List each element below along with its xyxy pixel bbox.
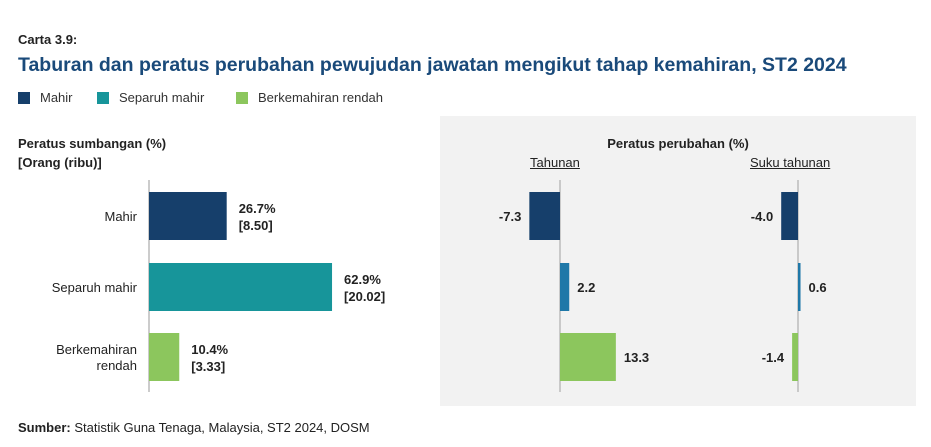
data-label: 13.3 (624, 350, 649, 365)
bar-1 (149, 263, 333, 311)
legend-item-separuh-mahir: Separuh mahir (97, 90, 204, 105)
source-note: Sumber: Statistik Guna Tenaga, Malaysia,… (18, 420, 370, 435)
legend-swatch (236, 91, 248, 104)
data-label: -4.0 (751, 209, 773, 224)
legend-label: Berkemahiran rendah (258, 90, 384, 105)
bar-1 (798, 263, 801, 311)
data-label: 10.4% (191, 342, 228, 357)
legend-item-mahir: Mahir (18, 90, 73, 105)
bar-0 (149, 192, 227, 240)
chart-title: Taburan dan peratus perubahan pewujudan … (18, 54, 847, 76)
bar-0 (529, 192, 560, 240)
bar-2 (792, 333, 798, 381)
bar-0 (781, 192, 798, 240)
bar-2 (560, 333, 616, 381)
category-label: Mahir (104, 209, 137, 224)
data-label: 26.7% (239, 201, 276, 216)
left-chart-subtitle: [Orang (ribu)] (18, 155, 102, 170)
category-label: rendah (97, 358, 137, 373)
chart-number: Carta 3.9: (18, 32, 78, 47)
data-label: 2.2 (577, 280, 595, 295)
people-label: [20.02] (344, 289, 385, 304)
category-label: Separuh mahir (52, 280, 138, 295)
legend-label: Mahir (40, 90, 73, 105)
data-label: 0.6 (809, 280, 827, 295)
suku-tahunan-title: Suku tahunan (750, 155, 831, 170)
category-label: Berkemahiran (56, 342, 137, 357)
people-label: [8.50] (239, 218, 273, 233)
legend-swatch (18, 91, 30, 104)
legend-label: Separuh mahir (119, 90, 205, 105)
change-group-title: Peratus perubahan (%) (607, 136, 749, 151)
legend-swatch (97, 91, 109, 104)
change-panel-background (440, 116, 916, 406)
bar-1 (560, 263, 570, 311)
data-label: 62.9% (344, 272, 381, 287)
people-label: [3.33] (191, 359, 225, 374)
tahunan-title: Tahunan (530, 155, 580, 170)
data-label: -7.3 (499, 209, 521, 224)
source-text: Statistik Guna Tenaga, Malaysia, ST2 202… (70, 420, 370, 435)
left-chart-title: Peratus sumbangan (%) (18, 136, 167, 151)
legend-item-berkemahiran-rendah: Berkemahiran rendah (236, 90, 383, 105)
source-label: Sumber: (18, 420, 71, 435)
data-label: -1.4 (762, 350, 785, 365)
bar-2 (149, 333, 180, 381)
